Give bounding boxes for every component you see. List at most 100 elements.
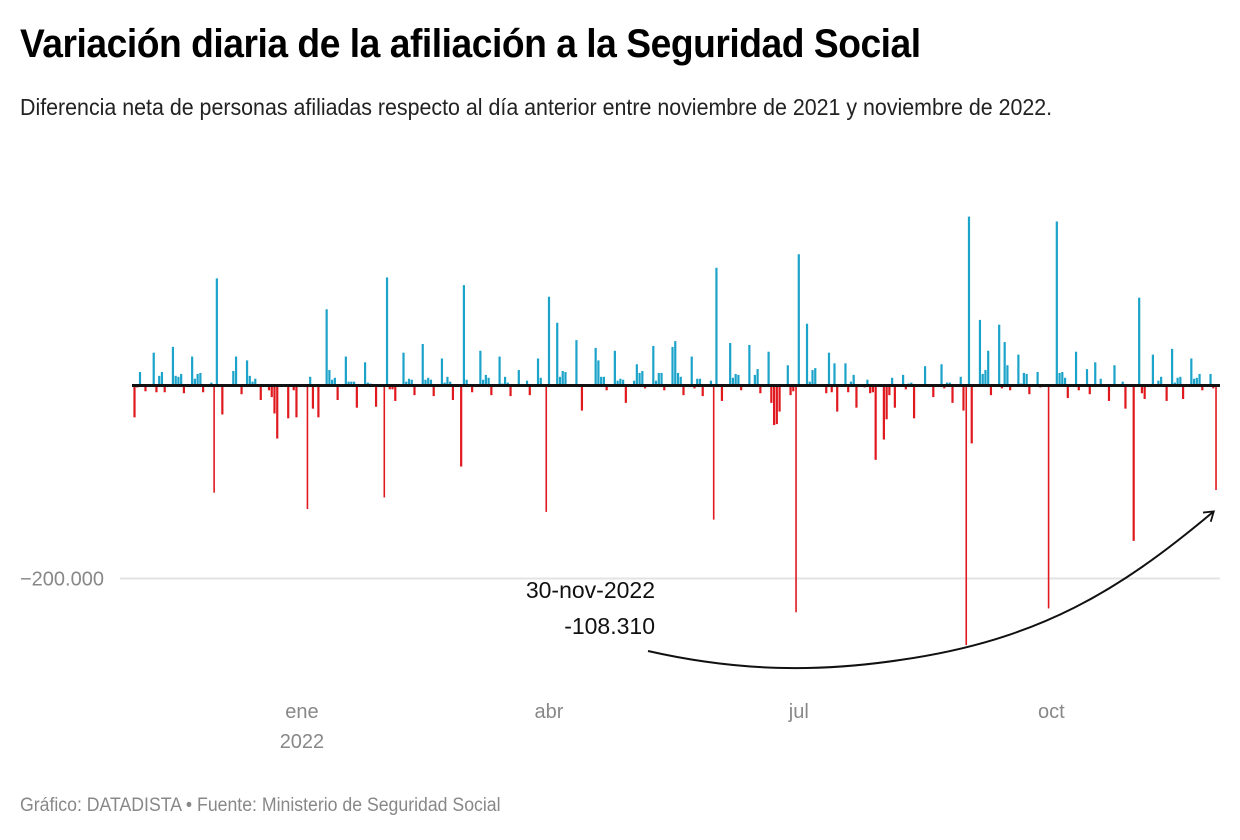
gridlines: −200.000 [20,569,1220,591]
annotation: 30-nov-2022 -108.310 [526,510,1216,670]
bar-negative [163,385,166,393]
bar-positive [254,378,257,386]
bar-positive [679,376,682,386]
bar-negative [317,385,320,418]
bar-positive [1061,371,1064,386]
bar-negative [144,385,147,392]
x-axis: ene 2022 abr jul oct [280,701,1065,753]
bar-positive [547,296,551,386]
bar-positive [487,377,490,386]
bar-negative [789,385,792,396]
bar-negative [682,385,685,396]
bar-positive [421,344,424,386]
bar-negative [1132,385,1135,541]
bar-negative [970,385,973,444]
bar-positive [462,285,465,386]
bar-negative [471,385,474,393]
bar-positive [424,379,427,386]
bar-positive [177,376,180,386]
bar-positive [196,373,199,386]
bar-positive [558,376,562,386]
bar-positive [333,377,336,386]
bar-positive [967,216,971,386]
bar-positive [525,380,529,386]
chart-footer: Gráfico: DATADISTA • Fuente: Ministerio … [20,795,501,816]
bar-negative [202,385,205,393]
bar-positive [1195,377,1198,386]
bar-positive [600,376,603,386]
bar-positive [405,381,408,386]
bar-positive [1003,342,1006,386]
bar-negative [770,385,773,403]
bar-positive [622,379,625,386]
bar-positive [594,347,597,386]
bar-positive [698,378,702,386]
bar-negative [306,385,309,510]
bar-positive [1017,354,1020,386]
bar-positive [245,360,249,386]
bar-positive [619,378,622,386]
bar-positive [638,372,641,386]
bar-positive [331,379,334,386]
bar-positive [632,380,636,386]
annotation-arrow [647,510,1216,670]
bar-positive [613,350,616,386]
bar-negative [605,385,608,391]
bar-positive [1113,365,1116,386]
bar-positive [729,343,732,386]
bar-positive [517,370,520,386]
bar-positive [556,322,559,386]
bar-positive [350,381,353,386]
bar-positive [674,341,677,386]
bar-negative [240,385,243,395]
bar-negative [740,385,743,391]
bar-negative [825,385,828,394]
bar-negative [383,385,386,498]
bar-negative [932,385,935,398]
bar-positive [833,363,836,386]
bar-negative [1028,385,1031,395]
bar-negative [830,385,833,393]
bar-positive [641,371,644,386]
bar-positive [347,381,350,386]
bar-positive [1171,348,1174,386]
bar-positive [1022,372,1025,386]
bar-positive [652,345,655,386]
x-tick-label: ene [285,701,318,723]
bar-positive [1085,369,1089,386]
bar-positive [660,372,663,386]
bar-negative [885,385,888,420]
bar-negative [869,385,872,394]
bar-positive [715,267,718,386]
bar-negative [413,385,416,396]
bar-positive [215,278,218,386]
bar-positive [814,368,817,386]
bar-negative [792,385,795,392]
bar-positive [410,379,413,386]
bar-negative [778,385,781,412]
bar-negative [355,385,358,408]
bar-negative [580,385,584,411]
bar-negative [273,385,276,414]
bar-negative [545,385,548,512]
bar-negative [1215,385,1217,491]
bar-negative [490,385,493,396]
bar-negative [311,385,315,409]
bar-negative [460,385,463,467]
bar-positive [1074,351,1078,386]
x-tick-label: abr [535,701,564,723]
bar-positive [564,371,567,386]
chart-subtitle: Diferencia neta de personas afiliadas re… [20,94,1053,120]
x-tick-label: oct [1038,701,1065,723]
bar-positive [1198,373,1201,386]
bar-negative [292,385,295,391]
bar-positive [309,376,312,386]
bar-positive [786,365,789,386]
bar-negative [701,385,704,397]
bar-negative [509,385,512,397]
bar-positive [923,366,927,386]
bar-positive [484,374,487,386]
bar-negative [712,385,715,520]
bar-negative [1066,385,1069,399]
bar-positive [616,380,619,386]
